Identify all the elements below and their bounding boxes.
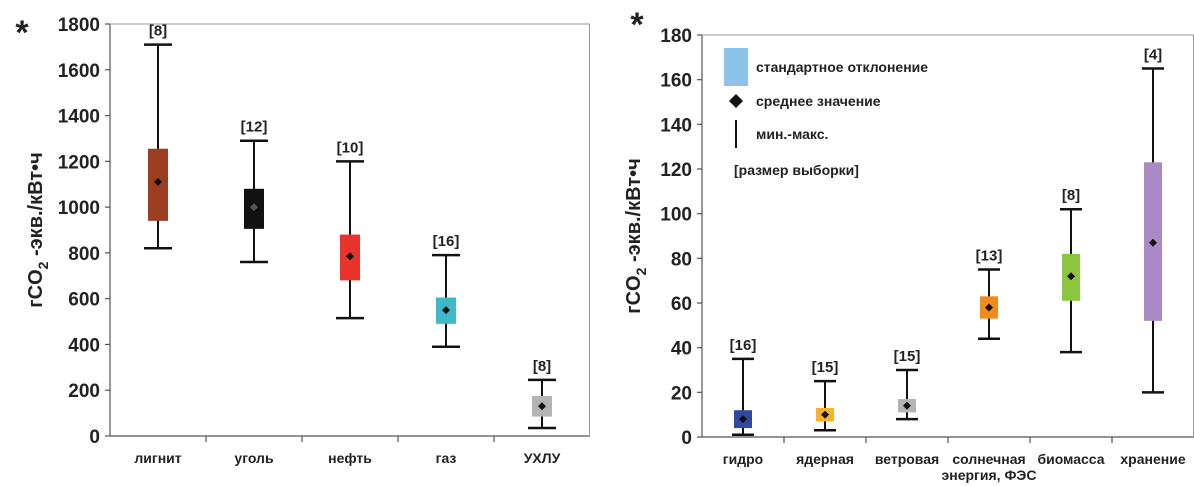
mean-diamond bbox=[442, 306, 450, 315]
category-label: энергия, ФЭС bbox=[942, 467, 1037, 483]
sample-size-label: [16] bbox=[730, 337, 757, 354]
y-axis-label: гCO2 -экв./кВт•ч bbox=[25, 152, 51, 307]
y-tick-label: 1400 bbox=[58, 107, 100, 128]
category-label: биомасса bbox=[1037, 451, 1104, 467]
sample-size-label: [4] bbox=[1144, 47, 1162, 64]
sample-size-label: [8] bbox=[1062, 187, 1080, 204]
legend-item-label: среднее значение bbox=[756, 93, 881, 109]
box-УХЛУ: [8] bbox=[528, 358, 556, 430]
category-label: уголь bbox=[234, 450, 274, 466]
y-tick-label: 0 bbox=[681, 428, 692, 449]
mean-diamond bbox=[903, 401, 911, 410]
legend-item-label: мин.-макс. bbox=[756, 126, 828, 142]
category-label: нефть bbox=[328, 450, 372, 466]
legend-mean-swatch bbox=[729, 94, 743, 108]
asterisk-mark: * bbox=[630, 6, 644, 44]
y-tick-label: 60 bbox=[671, 294, 692, 315]
y-tick-label: 40 bbox=[671, 339, 692, 360]
y-tick-label: 400 bbox=[68, 335, 100, 356]
sample-size-label: [13] bbox=[976, 248, 1003, 265]
legend-std-dev-swatch bbox=[724, 48, 748, 86]
sample-size-label: [12] bbox=[241, 119, 268, 136]
box-биомасса: [8] bbox=[1060, 187, 1082, 354]
box-уголь: [12] bbox=[240, 119, 268, 264]
box-лигнит: [8] bbox=[144, 23, 172, 250]
y-tick-label: 20 bbox=[671, 383, 692, 404]
box-солнечная: [13] bbox=[976, 248, 1003, 340]
category-label: газ bbox=[436, 450, 457, 466]
y-tick-label: 1800 bbox=[58, 15, 100, 36]
y-tick-label: 800 bbox=[68, 244, 100, 265]
box-газ: [16] bbox=[432, 233, 460, 348]
category-label: УХЛУ bbox=[524, 450, 561, 466]
category-label: гидро bbox=[723, 451, 763, 467]
category-label: лигнит bbox=[134, 450, 181, 466]
y-tick-label: 1600 bbox=[58, 61, 100, 82]
sample-size-label: [8] bbox=[533, 358, 551, 375]
y-tick-label: 1000 bbox=[58, 198, 100, 219]
box-гидро: [16] bbox=[730, 337, 757, 437]
legend-item-label: [размер выборки] bbox=[734, 162, 859, 178]
legend: стандартное отклонение среднее значение ми… bbox=[724, 48, 928, 178]
category-label: хранение bbox=[1120, 451, 1185, 467]
y-tick-label: 1200 bbox=[58, 152, 100, 173]
mean-diamond bbox=[821, 410, 829, 419]
box-нефть: [10] bbox=[336, 139, 364, 320]
y-axis-label: гCO2 -экв./кВт•ч bbox=[623, 158, 649, 313]
y-tick-label: 160 bbox=[660, 71, 692, 92]
sample-size-label: [10] bbox=[337, 139, 364, 156]
y-tick-label: 600 bbox=[68, 290, 100, 311]
mean-diamond bbox=[346, 252, 354, 261]
y-tick-label: 120 bbox=[660, 160, 692, 181]
y-tick-label: 0 bbox=[89, 427, 100, 448]
mean-diamond bbox=[1067, 272, 1075, 281]
sample-size-label: [8] bbox=[149, 23, 167, 40]
y-tick-label: 80 bbox=[671, 249, 692, 270]
box-ветровая: [15] bbox=[894, 348, 921, 421]
box-хранение: [4] bbox=[1142, 47, 1164, 394]
sample-size-label: [15] bbox=[812, 359, 839, 376]
mean-diamond bbox=[538, 402, 546, 411]
box-ядерная: [15] bbox=[812, 359, 839, 432]
sample-size-label: [15] bbox=[894, 348, 921, 365]
legend-item-label: стандартное отклонение bbox=[756, 59, 928, 75]
mean-diamond bbox=[250, 203, 258, 212]
sample-size-label: [16] bbox=[433, 233, 460, 250]
category-label: ветровая bbox=[875, 451, 939, 467]
chart-panel-2: 0 20 40 60 80 100 120 140 160 180 * гCO2 -экв./кВт•… bbox=[623, 6, 1194, 483]
chart-panel-1: 0 200 400 600 800 1000 1200 1400 1600 1800 * гCO2 -… bbox=[15, 14, 590, 466]
category-label: солнечная bbox=[952, 451, 1025, 467]
y-tick-label: 140 bbox=[660, 115, 692, 136]
mean-diamond bbox=[739, 415, 747, 424]
y-tick-label: 180 bbox=[660, 26, 692, 47]
y-tick-label: 200 bbox=[68, 381, 100, 402]
category-label: ядерная bbox=[796, 451, 854, 467]
mean-diamond bbox=[1149, 238, 1157, 247]
mean-diamond bbox=[985, 303, 993, 312]
asterisk-mark: * bbox=[15, 14, 29, 52]
y-tick-label: 100 bbox=[660, 205, 692, 226]
mean-diamond bbox=[154, 177, 162, 186]
